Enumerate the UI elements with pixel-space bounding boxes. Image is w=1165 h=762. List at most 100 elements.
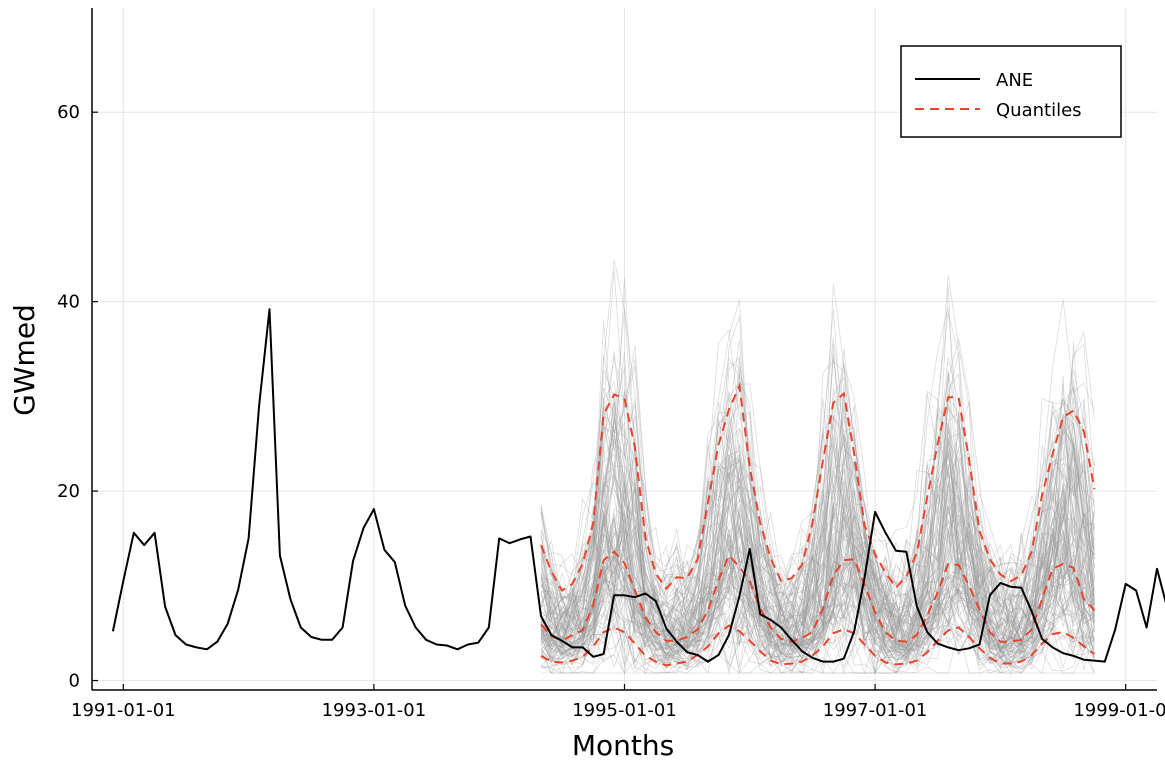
scenario-line xyxy=(540,387,1095,636)
scenario-line xyxy=(540,421,1095,649)
scenario-line xyxy=(540,484,1095,659)
axes xyxy=(91,8,1157,691)
scenario-line xyxy=(540,494,1095,667)
scenario-line xyxy=(540,341,1095,647)
scenario-line xyxy=(540,437,1095,653)
scenario-line xyxy=(540,319,1095,620)
quantile-median-line xyxy=(540,550,1096,643)
scenario-line xyxy=(540,508,1095,668)
scenario-line xyxy=(540,259,1095,591)
x-axis-label: Months xyxy=(572,729,674,762)
scenario-line xyxy=(540,389,1095,623)
x-tick-label: 1997-01-01 xyxy=(823,700,928,721)
scenario-line xyxy=(540,464,1095,648)
scenario-line xyxy=(540,471,1095,649)
scenario-line xyxy=(540,477,1095,667)
scenario-line xyxy=(540,561,1095,662)
y-tick-label: 60 xyxy=(57,102,80,123)
scenario-line xyxy=(540,508,1095,655)
scenario-line xyxy=(540,284,1095,627)
scenario-line xyxy=(540,308,1095,637)
scenario-line xyxy=(540,505,1095,665)
scenario-line xyxy=(540,423,1095,660)
scenario-line xyxy=(540,284,1095,598)
scenario-line xyxy=(540,439,1095,644)
scenario-line xyxy=(540,626,1095,674)
scenario-line xyxy=(540,512,1095,671)
scenario-line xyxy=(540,495,1095,674)
scenario-line xyxy=(540,533,1095,654)
scenario-line xyxy=(540,534,1095,667)
scenario-line xyxy=(540,375,1095,650)
scenario-line xyxy=(540,354,1095,641)
scenario-line xyxy=(540,484,1095,651)
scenario-line xyxy=(540,417,1095,649)
scenario-line xyxy=(540,569,1095,667)
scenario-line xyxy=(540,392,1095,649)
grid xyxy=(92,8,1157,690)
scenario-line xyxy=(540,369,1095,651)
scenario-line xyxy=(540,481,1095,657)
scenario-line xyxy=(540,437,1095,660)
legend: ANE Quantiles xyxy=(900,45,1122,138)
scenario-line xyxy=(540,529,1095,659)
scenario-line xyxy=(540,490,1095,656)
scenario-line xyxy=(540,397,1095,644)
scenario-line xyxy=(540,358,1095,605)
y-tick-label: 40 xyxy=(57,292,80,313)
scenario-line xyxy=(540,486,1095,659)
scenario-line xyxy=(540,420,1095,649)
scenario-line xyxy=(540,470,1095,661)
scenario-line xyxy=(540,394,1095,648)
scenario-line xyxy=(540,561,1095,671)
scenario-line xyxy=(540,532,1095,671)
scenario-line xyxy=(540,339,1095,613)
scenario-line xyxy=(540,427,1095,636)
scenario-line xyxy=(540,586,1095,667)
scenario-line xyxy=(540,369,1095,659)
scenario-line xyxy=(540,393,1095,633)
scenario-line xyxy=(540,485,1095,659)
scenario-line xyxy=(540,403,1095,646)
scenario-line xyxy=(540,277,1095,636)
scenario-line xyxy=(540,516,1095,668)
scenario-line xyxy=(540,518,1095,668)
scenario-line xyxy=(540,411,1095,664)
scenario-line xyxy=(540,469,1095,652)
scenario-line xyxy=(540,422,1095,653)
scenario-line xyxy=(540,464,1095,648)
scenario-line xyxy=(540,556,1095,667)
scenario-line xyxy=(540,584,1095,673)
scenario-line xyxy=(540,480,1095,656)
scenario-line xyxy=(540,576,1095,674)
scenario-line xyxy=(540,464,1095,667)
scenario-line xyxy=(540,419,1095,649)
scenario-line xyxy=(540,376,1095,642)
scenario-line xyxy=(540,599,1095,675)
scenario-line xyxy=(540,561,1095,665)
scenario-line xyxy=(540,426,1095,645)
scenario-line xyxy=(540,342,1095,618)
scenario-line xyxy=(540,568,1095,674)
x-tick-label: 1995-01-01 xyxy=(572,700,677,721)
legend-quantiles-label: Quantiles xyxy=(996,100,1082,121)
scenario-line xyxy=(540,508,1095,658)
scenario-line xyxy=(540,441,1095,650)
scenario-line xyxy=(540,510,1095,660)
scenario-line xyxy=(540,351,1095,633)
scenario-line xyxy=(540,482,1095,669)
scenario-line xyxy=(540,616,1095,674)
scenario-line xyxy=(540,415,1095,643)
quantile-lower-line xyxy=(540,624,1095,667)
scenario-line xyxy=(540,383,1095,646)
quantile-lines xyxy=(540,382,1096,667)
scenario-line xyxy=(540,571,1095,661)
scenario-line xyxy=(540,372,1095,639)
scenario-line xyxy=(540,529,1095,675)
scenario-line xyxy=(540,428,1095,640)
y-axis-label: GWmed xyxy=(8,304,41,416)
scenario-line xyxy=(540,358,1095,635)
scenario-line xyxy=(540,397,1095,648)
x-tick-label: 1993-01-01 xyxy=(322,700,427,721)
